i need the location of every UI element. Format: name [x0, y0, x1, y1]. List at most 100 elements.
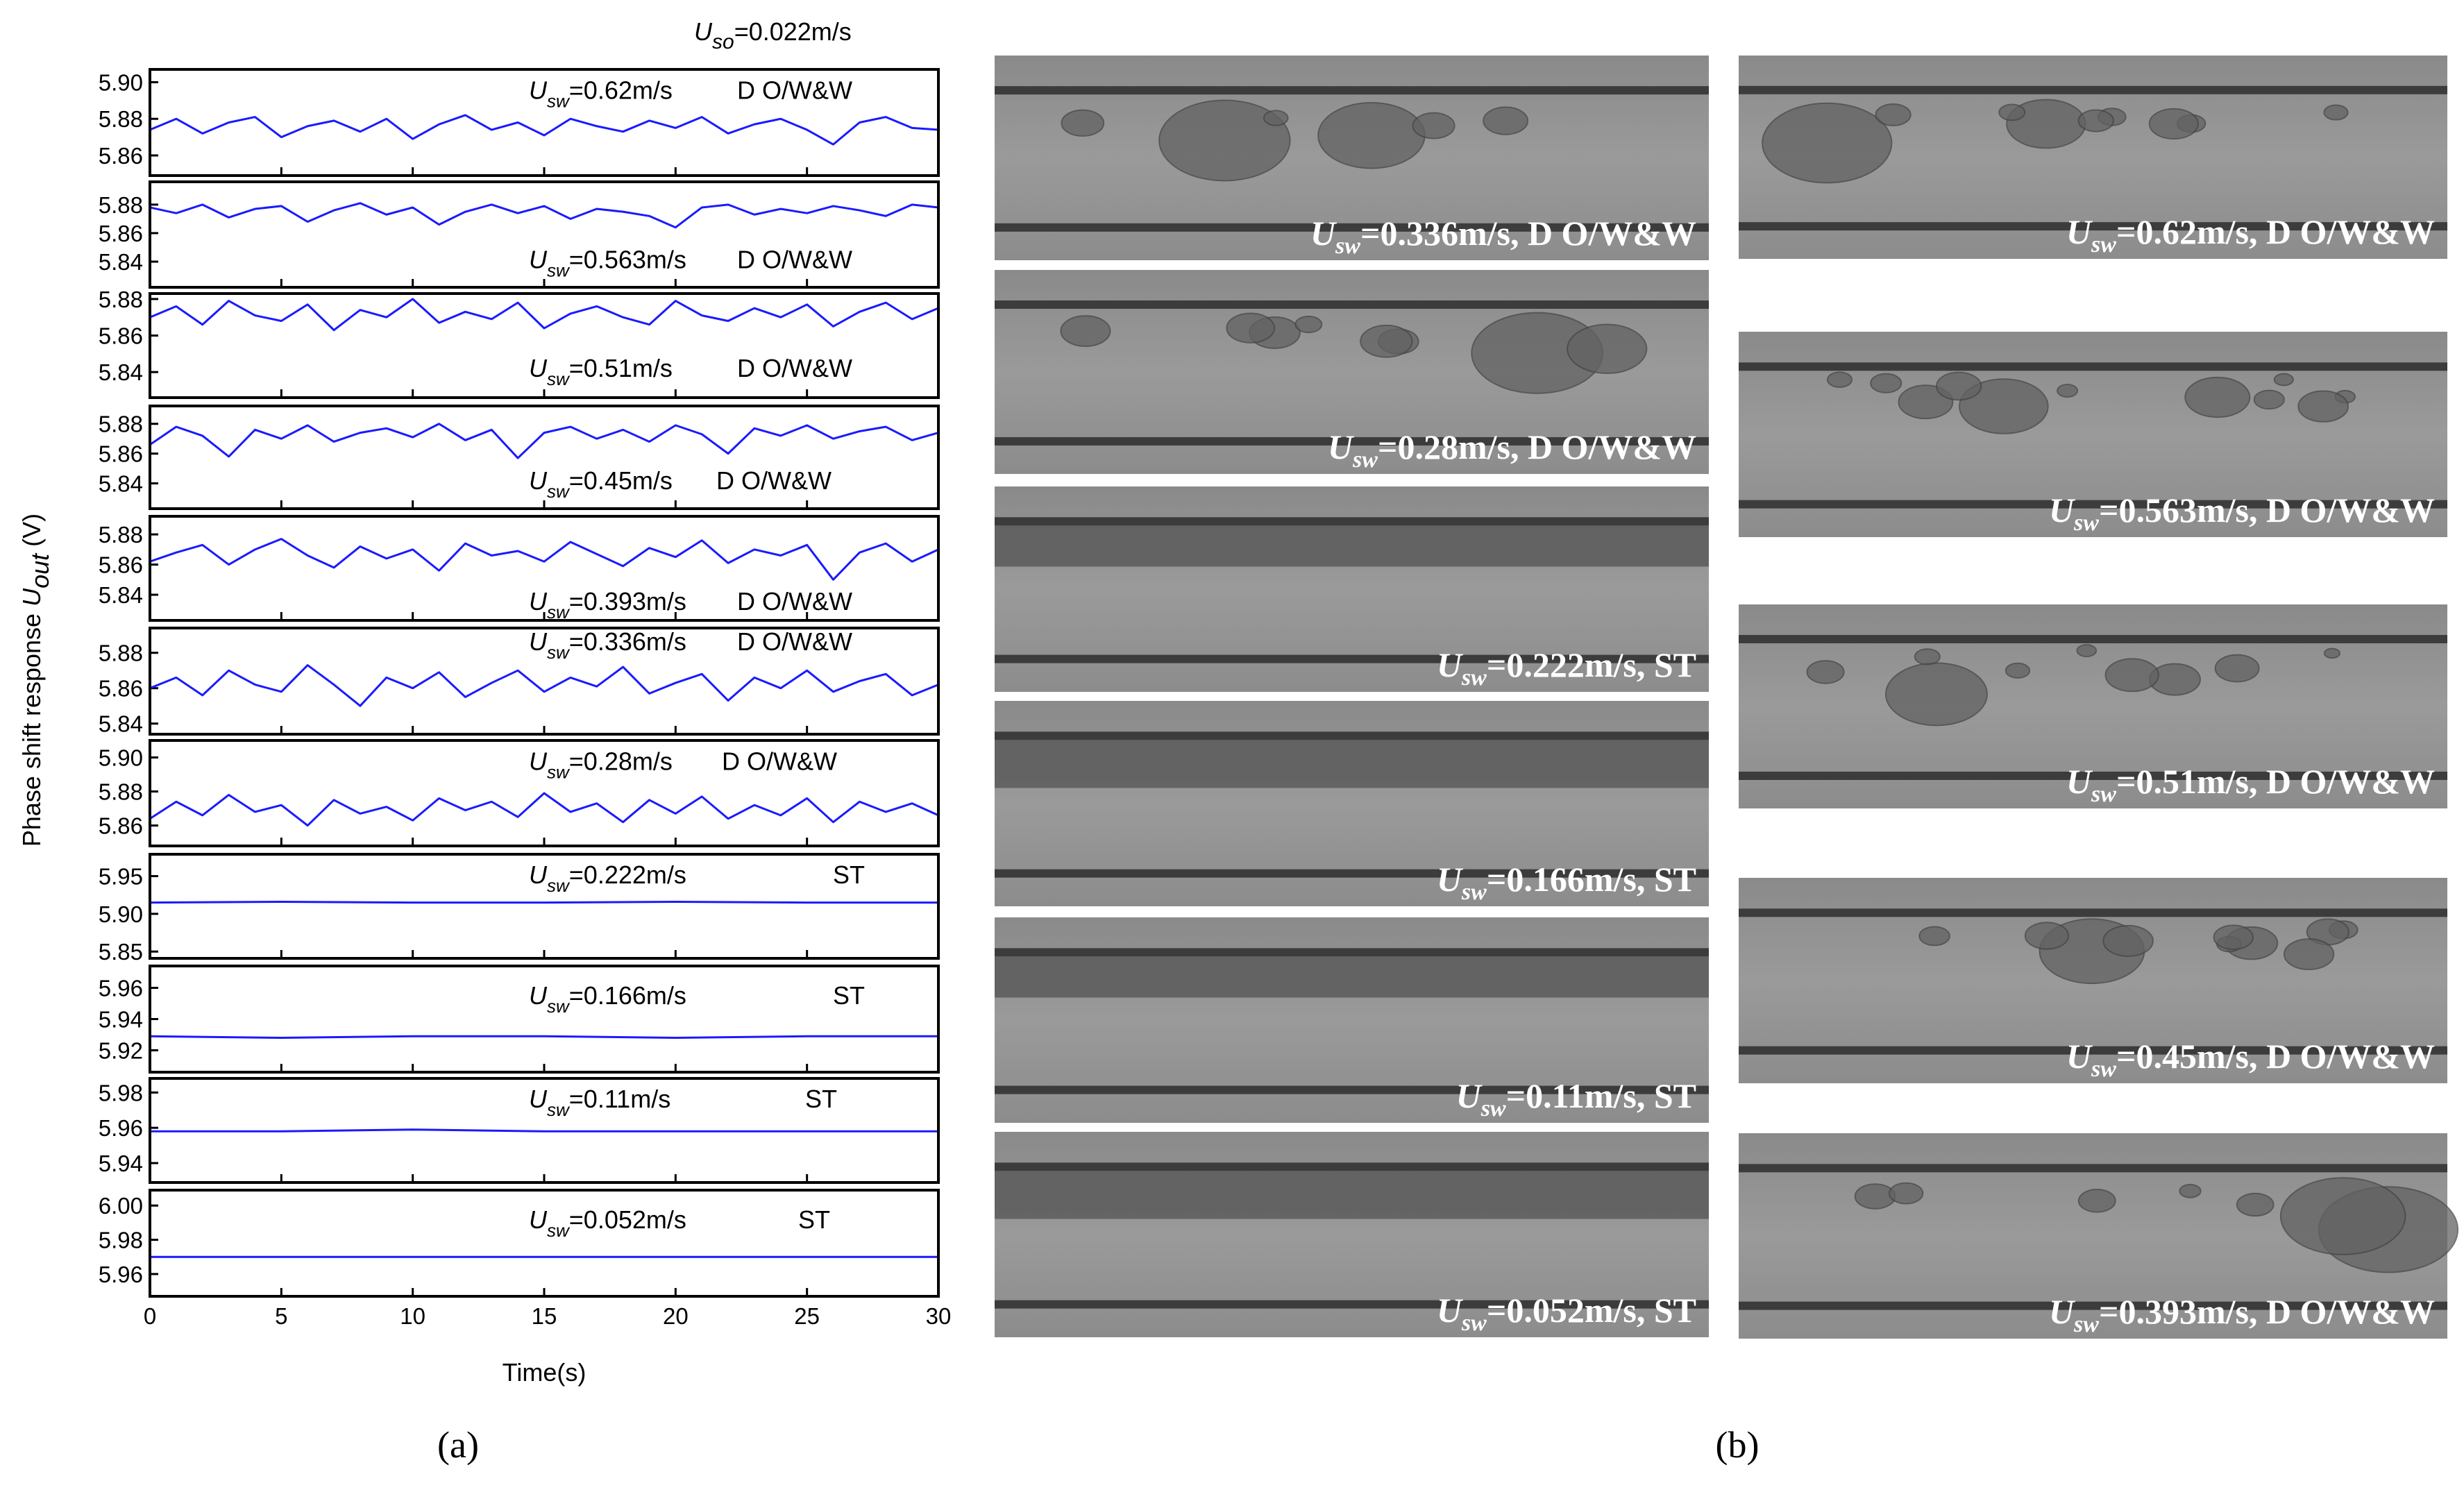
caption-symbol: U	[2066, 212, 2093, 251]
panel-frame	[149, 292, 940, 399]
caption-sub: sw	[2091, 781, 2116, 807]
oil-droplet	[2283, 938, 2335, 970]
annotation-regime: D O/W&W	[737, 245, 852, 273]
photo-caption: Usw=0.563m/s, D O/W&W	[2049, 491, 2435, 536]
x-axis-label: Time(s)	[503, 1358, 587, 1387]
annotation-sub: sw	[547, 481, 571, 502]
oil-droplet	[1959, 378, 2049, 434]
photo-caption: Usw=0.11m/s, ST	[1456, 1076, 1696, 1121]
oil-droplet	[2077, 1189, 2116, 1213]
caption-symbol: U	[1310, 214, 1338, 253]
annotation: Usw=0.052m/s	[529, 1205, 686, 1241]
caption-symbol: U	[1456, 1076, 1483, 1115]
photo-caption: Usw=0.28m/s, D O/W&W	[1328, 427, 1696, 473]
flow-photo: Usw=0.166m/s, ST	[995, 701, 1709, 906]
y-tick-label: 5.84	[99, 359, 143, 385]
flow-photo: Usw=0.393m/s, D O/W&W	[1739, 1133, 2459, 1339]
y-tick-label: 5.96	[99, 976, 143, 1001]
y-tick-label: 5.98	[99, 1228, 143, 1253]
oil-droplet	[1762, 102, 1893, 184]
y-tick-label: 5.85	[99, 939, 143, 965]
annotation-symbol: U	[529, 747, 548, 775]
oil-droplet	[1158, 99, 1291, 182]
y-tick-label: 5.84	[99, 249, 143, 275]
oil-droplet	[1998, 103, 2026, 121]
annotation: Usw=0.28m/s	[529, 747, 673, 782]
annotation-rest: =0.336m/s	[569, 627, 686, 656]
annotation-sub: sw	[547, 996, 571, 1017]
header-rest: =0.022m/s	[734, 17, 852, 46]
panel-frame	[149, 853, 940, 960]
pipe-wall	[1739, 771, 2447, 780]
oil-droplet	[1918, 926, 1950, 947]
pipe-wall	[995, 517, 1709, 526]
annotation: Usw=0.336m/s	[529, 627, 686, 663]
annotation-symbol: U	[529, 981, 548, 1010]
annotation: Usw=0.563m/s	[529, 245, 686, 280]
caption-sub: sw	[1461, 1310, 1487, 1336]
pipe-wall	[995, 223, 1709, 232]
y-tick-label: 5.84	[99, 471, 143, 497]
oil-droplet	[1870, 373, 1902, 393]
oil-droplet	[2297, 390, 2349, 423]
oil-droplet	[1226, 312, 1276, 344]
pipe-wall	[995, 1162, 1709, 1171]
oil-droplet	[1875, 103, 1912, 126]
annotation: Usw=0.45m/s	[529, 466, 673, 502]
annotation: Usw=0.393m/s	[529, 587, 686, 622]
panel-frame	[149, 68, 940, 177]
caption-rest: =0.62m/s, D O/W&W	[2116, 212, 2435, 251]
oil-layer	[995, 525, 1709, 567]
annotation-regime: ST	[833, 981, 865, 1010]
annotation-rest: =0.222m/s	[569, 861, 686, 889]
caption-sub: sw	[1335, 233, 1360, 259]
annotation-sub: sw	[547, 368, 571, 389]
annotation-sub: sw	[547, 602, 571, 622]
oil-droplet	[1914, 648, 1941, 666]
caption-rest: =0.563m/s, D O/W&W	[2099, 491, 2435, 529]
caption-rest: =0.11m/s, ST	[1506, 1076, 1696, 1115]
y-tick-label: 5.84	[99, 582, 143, 608]
photo-caption: Usw=0.62m/s, D O/W&W	[2066, 212, 2435, 257]
y-tick-label: 5.88	[99, 522, 143, 548]
pipe-wall	[995, 300, 1709, 309]
caption-rest: =0.052m/s, ST	[1487, 1291, 1696, 1330]
oil-droplet	[2102, 924, 2154, 957]
oil-droplet	[2214, 654, 2260, 683]
annotation-symbol: U	[529, 76, 548, 105]
oil-droplet	[2213, 924, 2254, 951]
caption-rest: =0.222m/s, ST	[1487, 645, 1696, 684]
annotation-regime: D O/W&W	[716, 466, 832, 495]
annotation-symbol: U	[529, 861, 548, 889]
annotation-rest: =0.052m/s	[569, 1205, 686, 1234]
oil-droplet	[1806, 660, 1845, 684]
oil-droplet	[1317, 102, 1426, 169]
y-label-symbol: U	[17, 588, 46, 607]
flow-photo: Usw=0.336m/s, D O/W&W	[995, 56, 1709, 260]
oil-droplet	[2323, 104, 2349, 121]
oil-droplet	[1483, 106, 1529, 135]
photo-caption: Usw=0.51m/s, D O/W&W	[2066, 762, 2435, 807]
y-label-sub: out	[26, 552, 54, 588]
header: Uso=0.022m/s	[694, 17, 852, 53]
pipe-wall	[995, 436, 1709, 446]
annotation: Usw=0.222m/s	[529, 861, 686, 896]
caption-symbol: U	[1437, 1291, 1464, 1330]
pipe-wall	[995, 869, 1709, 878]
caption-sub: sw	[1461, 665, 1487, 690]
caption-rest: =0.393m/s, D O/W&W	[2099, 1292, 2435, 1331]
oil-droplet	[1888, 1182, 1924, 1205]
oil-droplet	[1360, 324, 1413, 358]
y-tick-label: 5.98	[99, 1080, 143, 1105]
oil-droplet	[2273, 373, 2294, 387]
flow-photo: Usw=0.563m/s, D O/W&W	[1739, 332, 2447, 537]
y-tick-label: 5.86	[99, 323, 143, 349]
pipe-wall	[1739, 85, 2447, 94]
annotation-sub: sw	[547, 1099, 571, 1120]
caption-symbol: U	[2066, 1037, 2093, 1076]
caption-sub: sw	[1461, 879, 1487, 905]
flow-photo: Usw=0.45m/s, D O/W&W	[1739, 878, 2447, 1083]
pipe-wall	[1739, 362, 2447, 371]
oil-droplet	[2236, 1192, 2275, 1217]
pipe-wall	[1739, 1301, 2447, 1310]
